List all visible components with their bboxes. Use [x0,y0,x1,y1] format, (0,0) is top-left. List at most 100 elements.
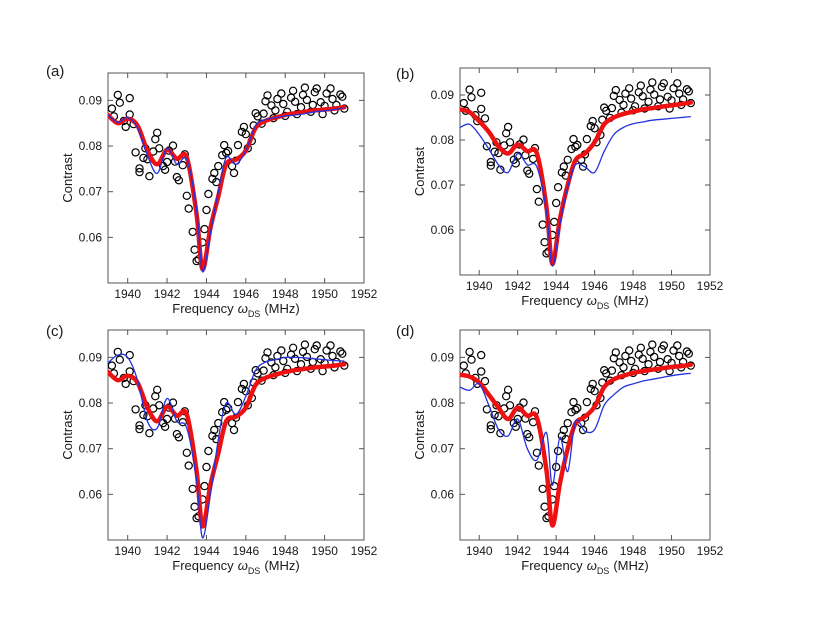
series-line-blue [460,115,691,267]
data-point [328,351,337,361]
data-point [569,134,578,144]
y-tick-label: 0.06 [431,223,455,237]
x-tick-label: 1942 [154,287,181,301]
data-point [480,114,490,123]
x-tick-label: 1950 [311,287,338,301]
data-point [648,340,657,349]
x-tick-label: 1952 [351,544,378,558]
data-point [135,421,144,430]
data-point [162,414,172,424]
data-point [115,355,125,364]
data-point [460,98,468,108]
data-point [302,95,312,105]
data-point [675,351,684,361]
data-point [288,343,298,352]
y-tick-label: 0.08 [431,396,455,410]
data-point [302,352,312,362]
data-point [277,346,286,355]
data-point [113,90,123,100]
x-tick-label: 1940 [114,287,141,301]
data-point [477,104,486,114]
data-point [178,418,187,427]
data-point [326,84,335,93]
data-point [467,355,476,364]
data-point [273,94,282,104]
data-point [290,354,300,363]
panel-label: (b) [396,66,414,83]
data-point [648,78,657,87]
data-point [154,401,164,410]
data-point [644,360,653,369]
data-point [627,356,636,366]
x-tick-label: 1946 [581,279,608,293]
data-point [267,101,276,110]
data-point [684,87,694,96]
data-point [326,341,335,350]
data-point [650,352,659,362]
data-point [619,363,628,372]
data-point [519,135,528,144]
data-point [168,141,178,150]
data-point [135,164,144,173]
data-point [559,162,569,171]
data-point [135,167,144,177]
data-point [655,357,665,367]
data-point [659,79,669,88]
data-point [300,83,310,92]
chart-panel-2: 1940 1942 1944 1946 1948 1950 1952 0.06 0.07 0.08… [396,66,724,311]
data-point [108,104,117,113]
x-tick-label: 1946 [232,287,259,301]
x-axis-title-subscript: DS [597,301,610,311]
y-tick-label: 0.09 [79,350,103,364]
x-tick-label: 1948 [272,544,299,558]
x-axis-title-subscript: DS [597,566,610,576]
x-tick-label: 1948 [620,279,647,293]
data-point [271,106,280,115]
data-point [312,84,321,93]
data-point [336,90,345,99]
series-line-red [108,104,347,272]
x-tick-label: 1952 [697,279,724,293]
data-point [611,85,621,95]
x-axis-title: Frequency ωDS (MHz) [521,293,648,311]
data-point [644,97,653,107]
data-point [625,84,634,93]
data-point [505,138,515,147]
data-point [168,398,178,407]
data-point [563,155,572,164]
data-point [210,425,219,435]
x-axis-title-word: Frequency [521,293,583,308]
data-point [486,421,495,430]
data-point [139,410,148,420]
y-tick-label: 0.07 [431,178,455,192]
data-point [271,363,280,372]
data-point [241,129,250,139]
data-point [571,142,580,151]
data-point [532,184,542,194]
x-tick-label: 1950 [658,544,685,558]
x-tick-label: 1942 [504,279,531,293]
x-tick-label: 1942 [154,544,181,558]
x-tick-label: 1948 [620,544,647,558]
data-point [673,341,682,350]
data-point [465,85,474,94]
data-point [611,348,621,357]
data-point [336,347,345,356]
data-point [154,144,164,153]
data-point [578,425,588,435]
x-tick-label: 1940 [466,279,493,293]
data-point [563,418,572,428]
data-point [267,358,276,367]
data-point [486,161,495,170]
y-tick-label: 0.07 [79,185,103,199]
chart-panel-4: 1940 1942 1944 1946 1948 1950 1952 0.06 0.07 0.08… [396,323,724,576]
data-point [573,403,582,413]
data-point [532,448,542,457]
panel-label: (c) [46,323,64,340]
data-point [233,140,243,150]
panel-label: (d) [396,323,414,340]
x-tick-label: 1944 [543,544,570,558]
x-tick-label: 1952 [697,544,724,558]
x-axis-title-word: Frequency [172,558,234,573]
y-axis-title: Contrast [60,410,75,460]
